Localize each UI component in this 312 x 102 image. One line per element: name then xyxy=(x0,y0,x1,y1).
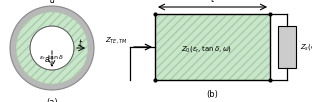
Text: (a): (a) xyxy=(46,98,58,102)
Circle shape xyxy=(30,26,74,70)
Bar xyxy=(278,26,296,68)
Text: $Z_s(\sigma, \omega)$: $Z_s(\sigma, \omega)$ xyxy=(300,42,312,52)
Bar xyxy=(155,14,270,80)
Text: $t$: $t$ xyxy=(210,0,215,4)
Text: $\epsilon_r, \tan\delta$: $\epsilon_r, \tan\delta$ xyxy=(39,54,65,62)
Circle shape xyxy=(16,12,88,84)
Text: $a$: $a$ xyxy=(44,54,50,64)
Text: (b): (b) xyxy=(207,90,218,99)
Circle shape xyxy=(10,6,94,90)
Bar xyxy=(155,14,270,80)
Text: $Z_{TE,TM}$: $Z_{TE,TM}$ xyxy=(105,35,128,45)
Text: $t$: $t$ xyxy=(78,38,84,48)
Text: $d$: $d$ xyxy=(49,0,56,5)
Bar xyxy=(155,14,270,80)
Text: $Z_0(\epsilon_r, \tan\delta, \omega)$: $Z_0(\epsilon_r, \tan\delta, \omega)$ xyxy=(181,44,232,54)
